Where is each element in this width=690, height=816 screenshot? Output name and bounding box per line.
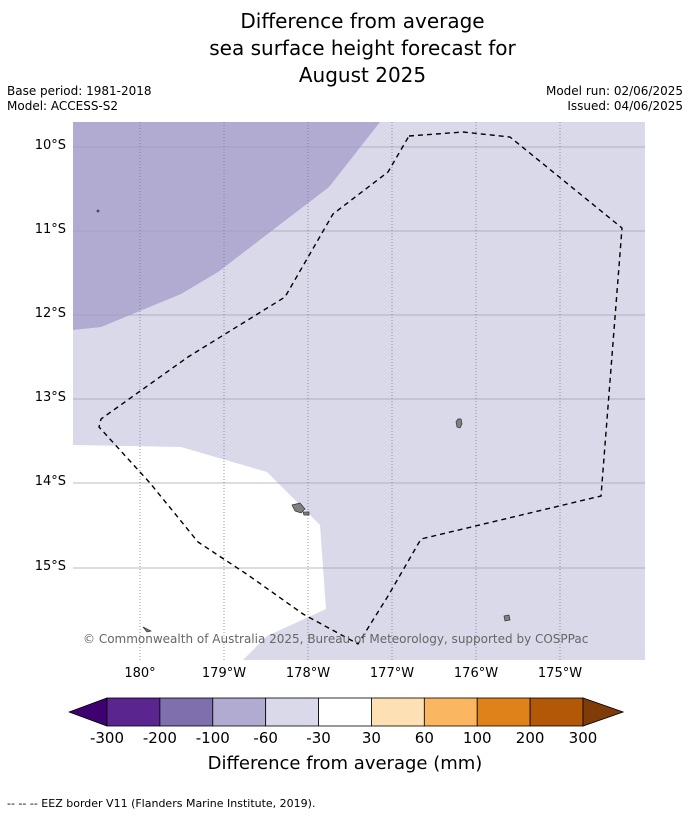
colorbar-extend-low	[67, 697, 108, 727]
lat-label-10s: 10°S	[34, 138, 66, 153]
colorbar-tick-label: 300	[568, 729, 598, 747]
meta-left: Base period: 1981-2018 Model: ACCESS-S2	[7, 84, 152, 114]
colorbar-segment	[423, 697, 478, 727]
colorbar-segment	[371, 697, 425, 727]
lon-label-177w: 177°W	[369, 666, 415, 681]
colorbar-tick-label: -100	[195, 729, 230, 747]
colorbar-segment	[159, 697, 214, 727]
colorbar-tick-label: 60	[414, 729, 434, 747]
colorbar-segment	[265, 697, 319, 727]
eez-border	[98, 131, 623, 645]
lat-label-14s: 14°S	[34, 474, 66, 489]
lat-label-11s: 11°S	[34, 222, 66, 237]
chart-title: Difference from average sea surface heig…	[0, 8, 690, 89]
colorbar-segment	[106, 697, 161, 727]
island-d	[142, 626, 153, 633]
lat-label-15s: 15°S	[34, 559, 66, 574]
colorbar	[67, 696, 625, 728]
island-b	[302, 511, 310, 516]
lat-label-12s: 12°S	[34, 306, 66, 321]
meta-right: Model run: 02/06/2025 Issued: 04/06/2025	[546, 84, 683, 114]
map-panel[interactable]: © Commonwealth of Australia 2025, Bureau…	[73, 122, 645, 660]
lon-label-176w: 176°W	[453, 666, 499, 681]
lon-label-179w: 179°W	[201, 666, 247, 681]
model-name: Model: ACCESS-S2	[7, 99, 119, 113]
colorbar-tick-label: 100	[462, 729, 492, 747]
colorbar-svg	[67, 697, 625, 727]
title-line-1: Difference from average	[240, 9, 485, 33]
colorbar-title: Difference from average (mm)	[207, 753, 483, 774]
lon-label-175w: 175°W	[537, 666, 583, 681]
eez-footnote: -- -- -- EEZ border V11 (Flanders Marine…	[7, 797, 316, 810]
island-niulakita	[455, 418, 463, 429]
colorbar-segment	[476, 697, 531, 727]
colorbar-tick-label: 200	[515, 729, 545, 747]
colorbar-tick-label: -30	[306, 729, 331, 747]
lat-label-13s: 13°S	[34, 390, 66, 405]
island-e	[96, 209, 100, 213]
title-line-2: sea surface height forecast for	[209, 36, 516, 60]
copyright-notice: © Commonwealth of Australia 2025, Bureau…	[83, 632, 589, 646]
anomaly-region-minus100	[73, 122, 380, 330]
colorbar-tick-label: -300	[89, 729, 125, 747]
colorbar-segment	[529, 697, 584, 727]
lat-gridlines	[73, 146, 645, 569]
base-period: Base period: 1981-2018	[7, 84, 152, 98]
model-run: Model run: 02/06/2025	[545, 84, 683, 98]
title-line-3: August 2025	[298, 63, 427, 87]
issued-date: Issued: 04/06/2025	[567, 99, 683, 113]
map-svg	[73, 122, 645, 660]
lon-label-180: 180°	[124, 666, 156, 681]
island-c	[503, 614, 511, 622]
colorbar-segment	[318, 697, 372, 727]
colorbar-extend-high	[582, 697, 625, 727]
lon-label-178w: 178°W	[285, 666, 331, 681]
colorbar-tick-label: -60	[253, 729, 278, 747]
colorbar-tick-label: -200	[142, 729, 177, 747]
colorbar-segment	[212, 697, 267, 727]
colorbar-tick-label: 30	[361, 729, 381, 747]
anomaly-region-neutral	[73, 445, 326, 660]
island-a	[291, 502, 306, 514]
islands	[96, 209, 511, 633]
